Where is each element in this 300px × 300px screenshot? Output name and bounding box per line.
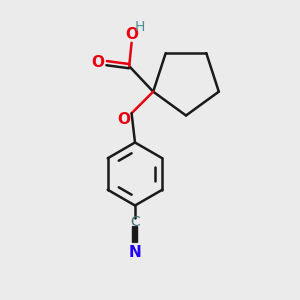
Text: H: H (135, 20, 145, 34)
Text: O: O (118, 112, 130, 127)
Text: N: N (129, 245, 141, 260)
Text: C: C (130, 215, 140, 229)
Text: O: O (91, 55, 104, 70)
Text: O: O (125, 27, 138, 42)
